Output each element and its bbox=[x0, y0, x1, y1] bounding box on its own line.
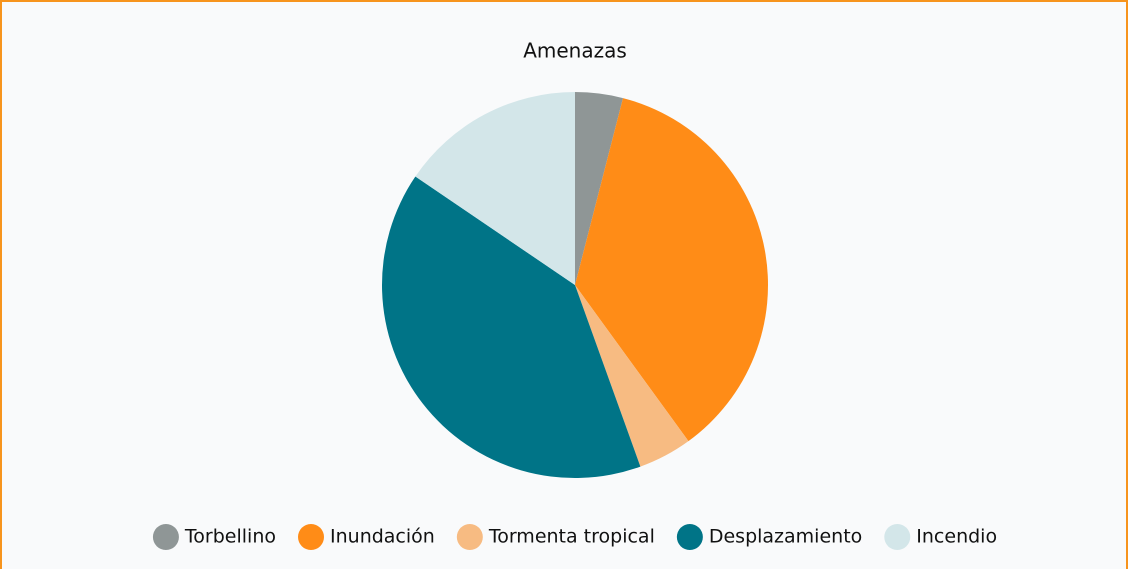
pie-slice bbox=[415, 92, 575, 285]
legend-label: Desplazamiento bbox=[709, 526, 862, 548]
legend-label: Tormenta tropical bbox=[488, 526, 655, 548]
legend-label: Incendio bbox=[916, 526, 997, 548]
chart-title: Amenazas bbox=[523, 39, 627, 63]
pie-slice bbox=[575, 98, 768, 442]
pie-slice bbox=[575, 92, 623, 285]
legend: Torbellino Inundación Tormenta tropical Des… bbox=[152, 524, 997, 550]
legend-swatch bbox=[884, 524, 911, 550]
pie-slice bbox=[382, 176, 641, 479]
legend-swatch bbox=[152, 524, 179, 550]
legend-swatch bbox=[456, 524, 483, 550]
legend-label: Inundación bbox=[330, 526, 435, 548]
pie-slice bbox=[575, 285, 689, 467]
pie bbox=[382, 92, 768, 479]
legend-label: Torbellino bbox=[184, 526, 276, 548]
legend-swatch bbox=[676, 524, 703, 550]
legend-swatch bbox=[298, 524, 324, 550]
